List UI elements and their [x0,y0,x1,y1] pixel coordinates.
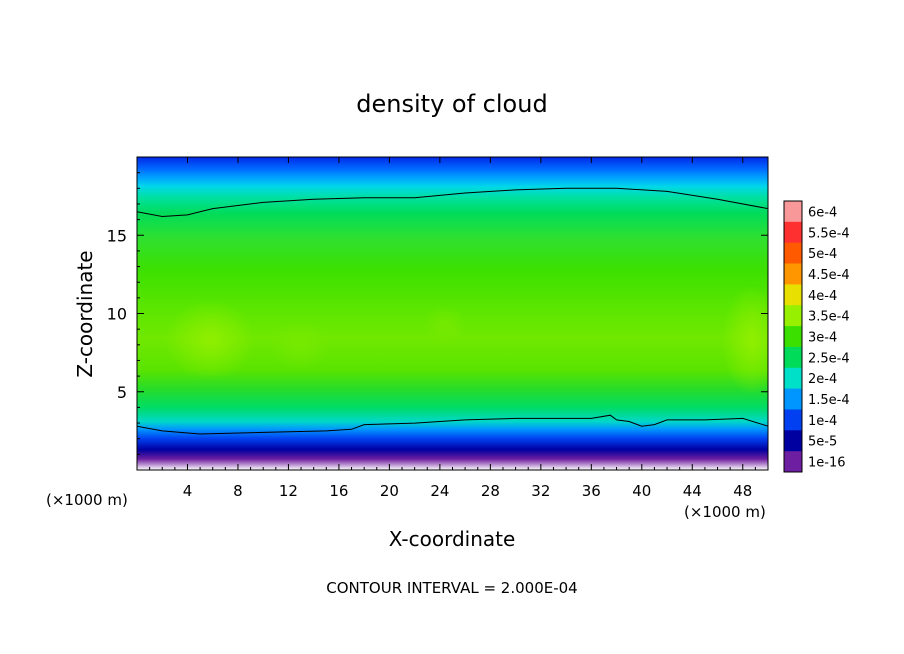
contour-interval-note: CONTOUR INTERVAL = 2.000E-04 [326,579,577,597]
x-tick-label: 36 [582,482,601,500]
legend-label: 6e-4 [808,205,837,220]
legend-label: 5.5e-4 [808,226,850,241]
density-maximum-center [423,305,467,345]
x-unit-label-left: (×1000 m) [46,491,128,509]
contour-line-2 [137,414,768,435]
x-tick-label: 24 [430,482,449,500]
legend-label: 2e-4 [808,372,837,387]
legend-swatch [784,367,802,390]
plot-area [137,157,768,470]
legend-label: 5e-5 [808,435,837,450]
legend-label: 3e-4 [808,331,837,346]
legend-swatch [784,346,802,369]
legend-swatch [784,326,802,348]
legend-label: 5e-4 [808,247,837,262]
legend-label: 1.5e-4 [808,393,850,408]
legend-swatch [784,284,802,306]
x-tick-label: 44 [683,482,702,500]
contour-line-1 [137,187,768,218]
legend-label: 1e-16 [808,456,846,471]
x-tick-label: 32 [531,482,550,500]
x-axis-ticks: 4 8 12 16 20 24 28 32 36 40 44 48 [149,157,756,500]
legend-label: 4.5e-4 [808,268,850,283]
x-tick-label: 28 [481,482,500,500]
legend-swatch [784,305,802,327]
y-tick-label: 10 [107,305,127,324]
x-axis-label: X-coordinate [389,527,516,551]
x-tick-label: 40 [632,482,651,500]
legend-swatch [784,409,802,431]
legend-label: 1e-4 [808,414,837,429]
legend-swatch [784,242,802,264]
y-axis-label: Z-coordinate [73,250,97,377]
legend-swatch [784,451,802,473]
contour-lines [137,187,768,435]
legend-swatch [784,263,802,285]
legend-label: 2.5e-4 [808,351,850,366]
legend-swatch [784,201,802,223]
x-tick-label: 8 [233,482,243,500]
color-legend: 6e-4 5.5e-4 5e-4 4.5e-4 4e-4 3.5e-4 3e-4 2.5e-4… [783,200,850,473]
y-tick-label: 15 [107,226,127,245]
chart-title: density of cloud [356,90,547,118]
y-tick-label: 5 [117,383,127,402]
legend-frame [783,200,803,473]
x-tick-label: 16 [329,482,348,500]
legend-swatch [784,430,802,452]
x-tick-label: 4 [183,482,193,500]
density-maximum-center-left [270,320,330,370]
density-maximum-left [165,300,255,380]
x-tick-label: 20 [380,482,399,500]
legend-swatch [784,221,802,244]
legend-swatch [784,388,802,410]
density-maximum-right [722,285,768,395]
legend-label: 4e-4 [808,289,837,304]
x-tick-label: 48 [733,482,752,500]
x-tick-label: 12 [279,482,298,500]
legend-label: 3.5e-4 [808,310,850,325]
y-axis-ticks: 5 10 15 [107,172,768,455]
x-unit-label-right: (×1000 m) [684,503,766,521]
